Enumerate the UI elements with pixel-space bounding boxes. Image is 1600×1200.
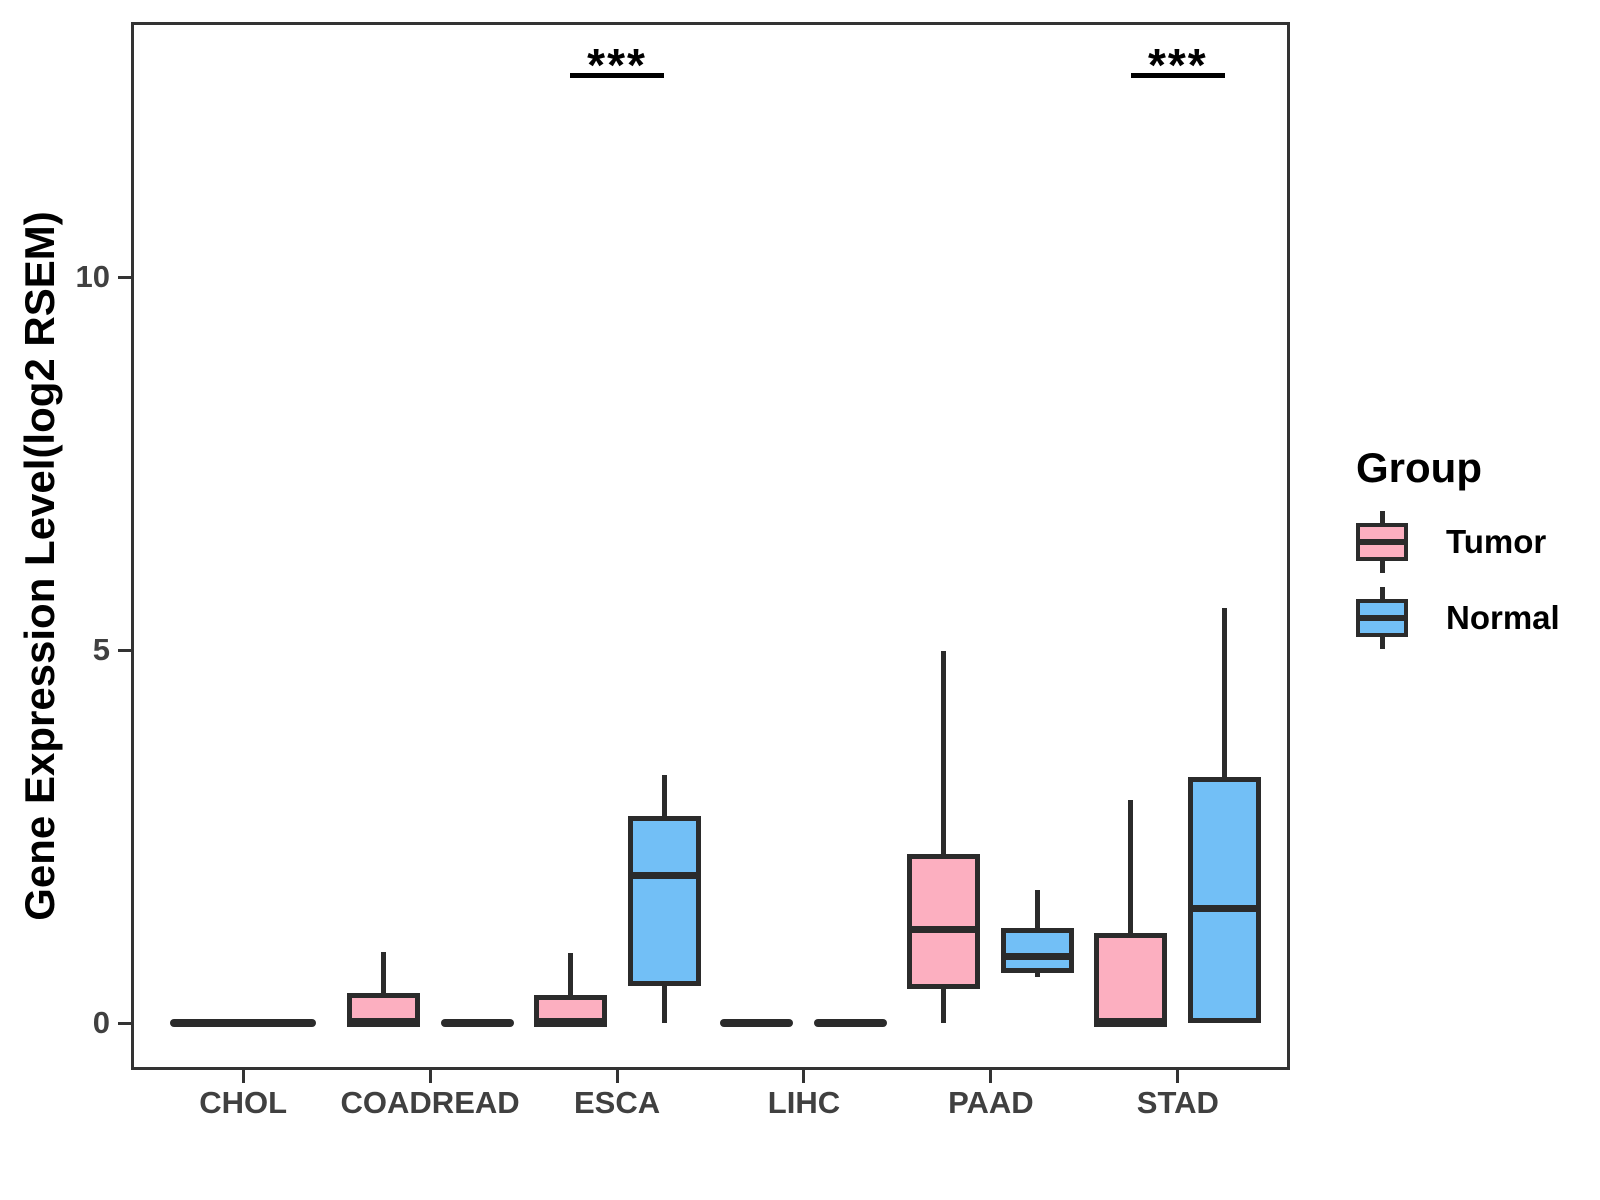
box-STAD-tumor: [1094, 933, 1168, 1023]
legend: Group Tumor Normal: [1356, 444, 1560, 662]
x-tick-label-ESCA: ESCA: [573, 1085, 661, 1120]
median-line-ESCA-tumor: [533, 1019, 607, 1027]
median-line-ESCA-normal: [627, 871, 701, 879]
collapsed-box-COADREAD-normal: [440, 1019, 514, 1027]
tumor-boxplot-key-icon: [1356, 511, 1408, 573]
key-median-line: [1356, 539, 1408, 545]
legend-item-tumor: Tumor: [1356, 510, 1560, 574]
box-STAD-normal: [1188, 776, 1262, 1023]
x-tick-label-CHOL: CHOL: [199, 1085, 288, 1120]
x-axis-tick: [428, 1070, 432, 1083]
box-ESCA-normal: [627, 816, 701, 986]
x-tick-label-COADREAD: COADREAD: [340, 1085, 520, 1120]
x-tick-label-LIHC: LIHC: [767, 1085, 841, 1120]
y-tick-label-10: 10: [75, 259, 110, 294]
median-line-PAAD-tumor: [907, 925, 981, 933]
y-axis-tick: [118, 648, 131, 652]
upper-whisker-STAD-normal: [1222, 608, 1228, 777]
key-lower-whisker: [1379, 637, 1385, 649]
upper-whisker-COADREAD-tumor: [380, 952, 386, 994]
median-line-STAD-normal: [1188, 904, 1262, 912]
significance-bar-ESCA: [570, 73, 665, 78]
y-tick-label-5: 5: [92, 632, 110, 667]
significance-bar-STAD: [1130, 73, 1225, 78]
upper-whisker-PAAD-normal: [1035, 890, 1041, 928]
collapsed-box-CHOL-tumor: [170, 1019, 317, 1027]
box-PAAD-normal: [1001, 927, 1075, 973]
x-tick-label-PAAD: PAAD: [948, 1085, 1034, 1120]
key-lower-whisker: [1379, 561, 1385, 573]
x-axis-tick: [241, 1070, 245, 1083]
collapsed-box-LIHC-tumor: [720, 1019, 794, 1027]
y-axis-title: Gene Expression Level(log2 RSEM): [16, 211, 63, 921]
y-tick-label-0: 0: [92, 1005, 110, 1040]
x-axis-tick: [615, 1070, 619, 1083]
collapsed-box-LIHC-normal: [814, 1019, 888, 1027]
key-median-line: [1356, 615, 1408, 621]
significance-label-ESCA: ***: [587, 39, 647, 91]
box-PAAD-tumor: [907, 853, 981, 989]
key-upper-whisker: [1379, 511, 1385, 523]
median-line-PAAD-normal: [1001, 953, 1075, 961]
plot-panel: [131, 22, 1290, 1070]
legend-title: Group: [1356, 444, 1482, 491]
y-axis-tick: [118, 275, 131, 279]
upper-whisker-ESCA-tumor: [567, 952, 573, 995]
upper-whisker-ESCA-normal: [661, 775, 667, 817]
upper-whisker-STAD-tumor: [1128, 799, 1134, 934]
median-line-COADREAD-tumor: [346, 1019, 420, 1027]
box-COADREAD-tumor: [346, 993, 420, 1023]
median-line-STAD-tumor: [1094, 1019, 1168, 1027]
y-axis-tick: [118, 1021, 131, 1025]
lower-whisker-PAAD-tumor: [941, 988, 947, 1023]
upper-whisker-PAAD-tumor: [941, 651, 947, 854]
key-upper-whisker: [1379, 587, 1385, 599]
x-axis-tick: [989, 1070, 993, 1083]
x-axis-tick: [1176, 1070, 1180, 1083]
significance-label-STAD: ***: [1147, 39, 1208, 91]
legend-label-tumor: Tumor: [1446, 523, 1547, 560]
x-axis-tick: [802, 1070, 806, 1083]
normal-boxplot-key-icon: [1356, 587, 1408, 649]
lower-whisker-ESCA-normal: [661, 985, 667, 1023]
x-tick-label-STAD: STAD: [1136, 1085, 1219, 1120]
lower-whisker-PAAD-normal: [1035, 973, 1041, 977]
legend-item-normal: Normal: [1356, 586, 1560, 650]
legend-label-normal: Normal: [1446, 599, 1560, 636]
